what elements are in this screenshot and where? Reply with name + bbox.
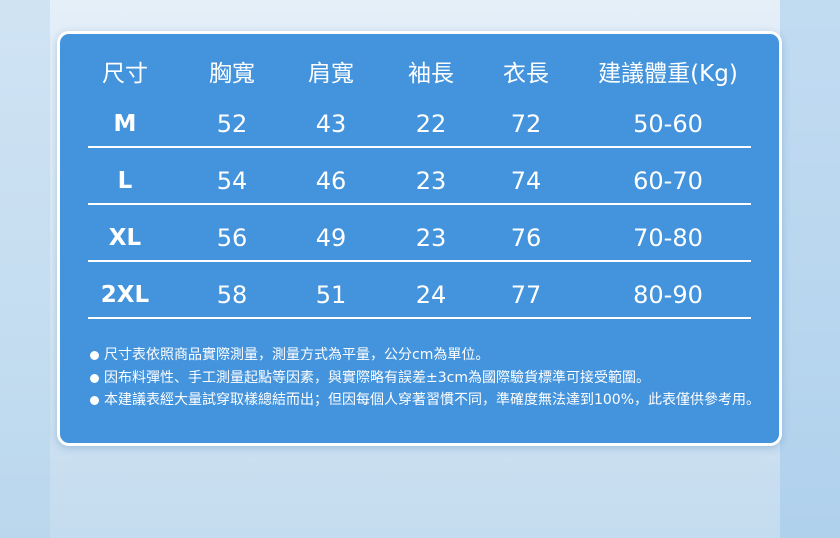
measurement-value: 70-80 [633,224,703,252]
column-header: 尺寸 [102,61,148,87]
background-strip [780,0,840,538]
row-divider [88,317,751,319]
measurement-value: 58 [216,281,248,309]
notes-list: 尺寸表依照商品實際測量，測量方式為平量，公分cm為單位。 因布料彈性、手工測量起點… [90,344,770,412]
note-item: 本建議表經大量試穿取樣總結而出；但因每個人穿著習慣不同，準確度無法達到100%，… [90,389,770,412]
measurement-value: 52 [216,110,248,138]
measurement-value: 24 [415,281,447,309]
column-header: 衣長 [503,61,549,87]
row-divider [88,203,751,205]
measurement-value: 54 [216,167,248,195]
note-item: 因布料彈性、手工測量起點等因素，與實際略有誤差±3cm為國際驗貨標準可接受範圍。 [90,367,770,390]
measurement-value: 43 [315,110,347,138]
row-divider [88,146,751,148]
measurement-value: 77 [510,281,542,309]
measurement-value: 74 [510,167,542,195]
measurement-value: 76 [510,224,542,252]
measurement-value: 72 [510,110,542,138]
measurement-value: 80-90 [633,281,703,309]
size-chart-card: 尺寸 胸寬 肩寬 袖長 衣長 建議體重(Kg) M 52 43 22 72 50-60 L 54 46 23 7… [57,31,782,446]
measurement-value: 46 [315,167,347,195]
background-strip [0,0,50,538]
column-header: 袖長 [408,61,454,87]
measurement-value: 49 [315,224,347,252]
measurement-value: 50-60 [633,110,703,138]
column-header: 建議體重(Kg) [598,61,738,87]
note-item: 尺寸表依照商品實際測量，測量方式為平量，公分cm為單位。 [90,344,770,367]
column-header: 胸寬 [209,61,255,87]
size-label: M [113,111,137,137]
measurement-value: 22 [415,110,447,138]
measurement-value: 23 [415,167,447,195]
measurement-value: 23 [415,224,447,252]
size-label: L [117,168,133,194]
column-header: 肩寬 [308,61,354,87]
row-divider [88,260,751,262]
measurement-value: 60-70 [633,167,703,195]
measurement-value: 51 [315,281,347,309]
size-label: XL [108,225,142,251]
measurement-value: 56 [216,224,248,252]
size-label: 2XL [100,282,150,308]
